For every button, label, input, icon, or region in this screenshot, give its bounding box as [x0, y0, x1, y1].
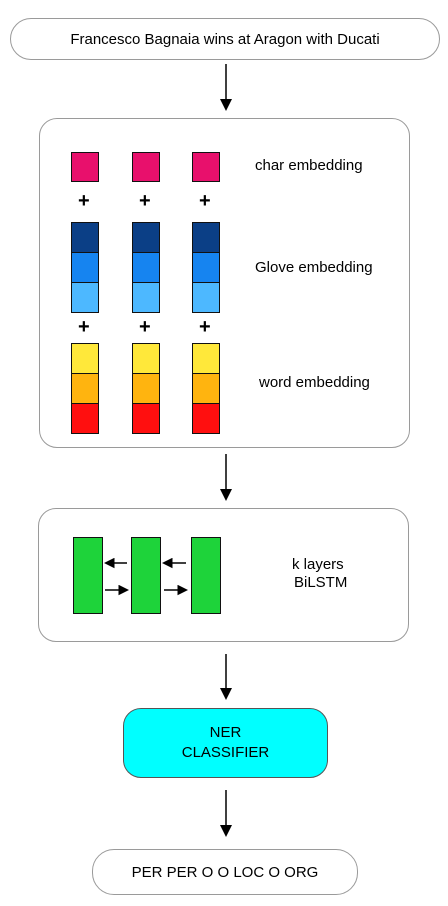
- embedding-panel: [39, 118, 410, 448]
- ner-classifier-line1: NER: [209, 724, 242, 741]
- ner-classifier-line2: CLASSIFIER: [181, 744, 270, 761]
- plus-sign: +: [78, 316, 90, 338]
- lstm-block-3: [191, 537, 221, 614]
- word-embedding-column-2: [132, 343, 160, 434]
- char-embedding-cell-2: [132, 152, 160, 182]
- lstm-layers-label: k layers: [292, 556, 344, 573]
- char-embedding-label: char embedding: [255, 157, 363, 174]
- glove-embedding-column-1: [71, 222, 99, 313]
- ner-classifier-box: NER CLASSIFIER: [123, 708, 328, 778]
- char-embedding-cell-3: [192, 152, 220, 182]
- lstm-block-2: [131, 537, 161, 614]
- word-embedding-label: word embedding: [259, 374, 370, 391]
- glove-embedding-column-2: [132, 222, 160, 313]
- glove-embedding-label: Glove embedding: [255, 259, 373, 276]
- plus-sign: +: [199, 316, 211, 338]
- input-sentence-text: Francesco Bagnaia wins at Aragon with Du…: [70, 30, 380, 48]
- word-embedding-column-1: [71, 343, 99, 434]
- output-tags-box: PER PER O O LOC O ORG: [92, 849, 358, 895]
- char-embedding-cell-1: [71, 152, 99, 182]
- input-sentence-box: Francesco Bagnaia wins at Aragon with Du…: [10, 18, 440, 60]
- bilstm-label: BiLSTM: [294, 574, 348, 591]
- lstm-block-1: [73, 537, 103, 614]
- plus-sign: +: [78, 190, 90, 212]
- plus-sign: +: [199, 190, 211, 212]
- output-tags-text: PER PER O O LOC O ORG: [131, 863, 319, 881]
- plus-sign: +: [139, 190, 151, 212]
- word-embedding-column-3: [192, 343, 220, 434]
- glove-embedding-column-3: [192, 222, 220, 313]
- plus-sign: +: [139, 316, 151, 338]
